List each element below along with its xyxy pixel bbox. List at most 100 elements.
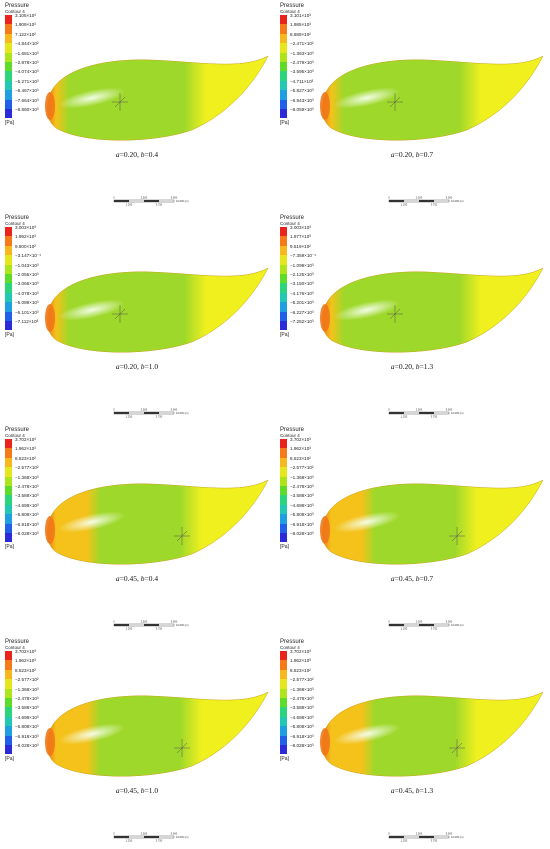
panel-caption: a=0.20, b=1.3 (390, 362, 434, 371)
legend-value: −2.577×10² (15, 465, 39, 471)
legend-row: −6.918×10³ (280, 521, 340, 533)
legend-swatch (5, 679, 12, 689)
legend-swatch (5, 273, 12, 284)
legend-swatch (280, 532, 287, 543)
legend-unit: [Pa] (280, 544, 289, 551)
legend-value: 9.800×10² (15, 243, 36, 249)
legend-swatch (5, 43, 12, 53)
legend-swatch (5, 283, 12, 293)
legend-value: −6.467×10³ (15, 88, 39, 94)
pressure-legend: Pressure Contour 4 3.702×10³ 1.962×10³ 8.523… (5, 427, 65, 550)
scale-label: 2.500 (141, 196, 148, 200)
legend-row: −4.176×10³ (280, 291, 340, 303)
legend-row: −5.089×10³ (5, 300, 65, 312)
legend-swatch (280, 80, 287, 91)
scale-label: 2.500 (416, 620, 423, 624)
legend-swatch (280, 457, 287, 468)
legend-value: −2.577×10² (290, 465, 314, 471)
legend-row: −2.055×10³ (5, 272, 65, 284)
contour-panel: Pressure Contour 4 3.101×10³ 1.985×10³ 8.689… (277, 0, 547, 212)
scale-label: 1.250 (401, 415, 408, 419)
legend-row: −4.074×10³ (5, 69, 65, 81)
scale-label: 0 (388, 408, 390, 412)
legend-value: −6.918×10³ (290, 521, 314, 527)
legend-value: 1.909×10³ (15, 22, 36, 28)
legend-value: −3.588×10³ (290, 705, 314, 711)
legend-value: −6.943×10³ (290, 97, 314, 103)
legend-value: −8.028×10³ (15, 530, 39, 536)
scale-label: 3.750 (431, 415, 438, 419)
legend-value: 3.702×10³ (290, 649, 311, 654)
legend-value: 3.702×10³ (290, 437, 311, 442)
contour-panel: Pressure Contour 4 3.702×10³ 1.962×10³ 8.523… (277, 636, 547, 848)
legend-row: −3.150×10³ (280, 281, 340, 293)
legend-subtitle: Contour 4 (5, 9, 25, 14)
nose-cap (45, 304, 55, 332)
scale-label: 2.500 (141, 408, 148, 412)
legend-row: −6.467×10³ (5, 88, 65, 100)
legend-row: −7.359×10⁻¹ (280, 253, 340, 265)
scale-label: 2.500 (141, 832, 148, 836)
legend-value: −6.101×10³ (15, 309, 39, 315)
legend-swatch (280, 726, 287, 736)
legend-value: −7.112×10³ (15, 318, 39, 324)
legend-swatch (280, 61, 287, 72)
legend-row: −1.099×10³ (280, 263, 340, 274)
streamlined-body (320, 55, 544, 141)
legend-swatch (5, 448, 12, 458)
scale-label: 3.750 (431, 627, 438, 631)
legend-row: −4.698×10³ (5, 715, 65, 727)
legend-swatch (5, 52, 12, 62)
legend-row: 3.003×10³ (280, 225, 340, 237)
scale-label: 0 (113, 620, 115, 624)
scale-label: 5.000 (171, 832, 178, 836)
legend-value: −8.028×10³ (290, 530, 314, 536)
legend-row: −1.368×10³ (280, 474, 340, 486)
legend-value: −3.147×10⁻¹ (15, 253, 41, 259)
legend-swatch (280, 448, 287, 458)
legend-row: −2.471×10² (280, 41, 340, 53)
legend-swatch (280, 485, 287, 496)
legend-value: 8.523×10² (290, 455, 311, 461)
legend-swatch (280, 320, 287, 331)
scale-label: 0 (388, 832, 390, 836)
legend-swatch (5, 245, 12, 256)
scale-label: 3.750 (156, 839, 163, 843)
legend-value: −2.577×10² (290, 677, 314, 683)
legend-row: −7.112×10³ (5, 318, 65, 331)
legend-row: −5.808×10³ (280, 512, 340, 524)
legend-swatch (5, 311, 12, 321)
legend-value: 3.003×10³ (290, 225, 311, 230)
legend-value: −2.878×10³ (15, 59, 39, 65)
legend-swatch (5, 80, 12, 91)
body-surface (47, 267, 269, 353)
panel-caption: a=0.45, b=0.4 (115, 574, 159, 583)
legend-value: −8.028×10³ (290, 742, 314, 748)
legend-swatch (5, 697, 12, 708)
legend-unit: [Pa] (5, 756, 14, 763)
legend-value: −1.368×10³ (290, 474, 314, 480)
legend-row: −8.059×10³ (280, 107, 340, 119)
legend-swatch (5, 716, 12, 727)
legend-row: −6.918×10³ (5, 734, 65, 745)
legend-title: Pressure (280, 639, 305, 645)
legend-swatch (5, 660, 12, 670)
legend-row: −4.698×10³ (5, 503, 65, 515)
scale-label: 1.250 (401, 203, 408, 207)
legend-value: 1.977×10³ (290, 234, 311, 240)
legend-value: −3.066×10³ (15, 281, 39, 287)
scale-label: 2.500 (416, 196, 423, 200)
legend-row: −2.478×10³ (5, 484, 65, 496)
legend-title: Pressure (5, 215, 30, 221)
scale-label: 10.000 (m) (176, 199, 189, 203)
legend-value: 9.519×10² (290, 243, 311, 249)
scale-label: 10.000 (m) (176, 623, 189, 627)
legend-row: −5.808×10³ (5, 512, 65, 524)
legend-swatch (280, 71, 287, 81)
axis-triad-icon (387, 305, 403, 323)
streamlined-body (45, 479, 269, 565)
legend-swatch (280, 651, 287, 661)
scale-label: 2.500 (141, 620, 148, 624)
legend-value: 1.962×10³ (15, 446, 36, 452)
